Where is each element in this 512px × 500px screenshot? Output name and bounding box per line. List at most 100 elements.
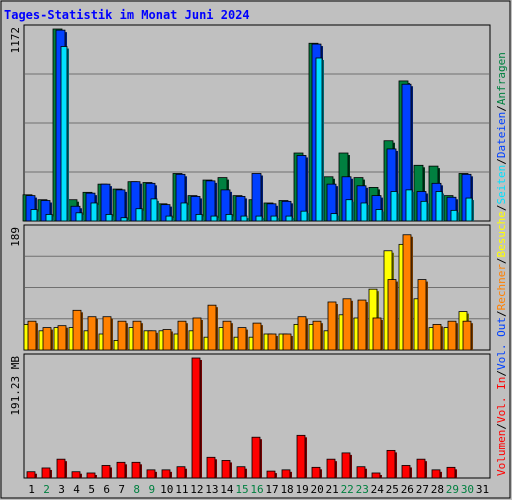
x-tick-label: 5 [88, 483, 95, 496]
x-tick-label: 2 [43, 483, 50, 496]
bar [342, 298, 352, 351]
bar [150, 198, 158, 222]
chart-legend: Volumen/Vol. In/Vol. Out/Rechner/Besuche… [495, 52, 508, 476]
bar [297, 316, 307, 351]
bar [30, 209, 38, 222]
bar [75, 212, 83, 222]
bar [90, 202, 98, 222]
x-tick-label: 15 [235, 483, 248, 496]
bar [255, 215, 263, 222]
x-tick-label: 30 [461, 483, 474, 496]
bar [191, 357, 201, 479]
legend-entry: Besuche [495, 211, 508, 257]
x-tick-label: 23 [356, 483, 369, 496]
panel-hits: 1172 [9, 24, 491, 222]
bar [176, 466, 186, 479]
bar [315, 57, 323, 222]
bar [162, 329, 172, 351]
legend-separator: / [495, 105, 508, 112]
bar [300, 210, 308, 222]
bar [251, 436, 261, 479]
bar [205, 180, 216, 222]
bar [71, 471, 81, 479]
x-tick-label: 16 [250, 483, 263, 496]
bar [160, 204, 171, 222]
x-tick-label: 8 [133, 483, 140, 496]
x-tick-label: 10 [160, 483, 173, 496]
series-volumen [26, 357, 457, 479]
bar [431, 469, 441, 479]
bar [386, 449, 396, 479]
bar [100, 183, 111, 222]
bar [175, 173, 186, 222]
bar [210, 215, 218, 222]
bar [86, 472, 96, 479]
x-tick-label: 29 [446, 483, 459, 496]
bar [26, 471, 36, 479]
x-tick-label: 17 [265, 483, 278, 496]
legend-separator: / [495, 370, 508, 377]
legend-entry: Dateien [495, 112, 508, 158]
bar [180, 202, 188, 222]
bar [225, 214, 233, 222]
x-tick-label: 12 [190, 483, 203, 496]
bar [165, 215, 173, 222]
chart-panels: 1172 189 191.23 MB [9, 24, 491, 479]
bar [120, 217, 128, 222]
bar [417, 279, 427, 351]
bar [130, 181, 141, 222]
x-tick-label: 11 [175, 483, 188, 496]
bar [40, 200, 51, 222]
x-tick-label: 1 [28, 483, 35, 496]
x-tick-label: 6 [103, 483, 110, 496]
bar [371, 472, 381, 479]
bar [462, 320, 472, 351]
bar [87, 316, 97, 351]
bar [207, 304, 217, 351]
x-tick-label: 27 [416, 483, 429, 496]
bar [147, 330, 157, 351]
bar [267, 333, 277, 351]
bar [240, 215, 248, 222]
bar [281, 469, 291, 479]
bar [435, 191, 443, 222]
bar [282, 333, 292, 351]
bar [266, 470, 276, 479]
legend-separator: / [495, 257, 508, 264]
x-tick-label: 22 [341, 483, 354, 496]
series-dateien [25, 29, 473, 222]
bar [236, 466, 246, 479]
x-tick-label: 14 [220, 483, 234, 496]
bar [56, 458, 66, 479]
bar [57, 325, 67, 351]
bar [420, 200, 428, 222]
legend-separator: / [495, 204, 508, 211]
bar [251, 173, 262, 222]
x-tick-label: 7 [118, 483, 125, 496]
bar [101, 465, 111, 479]
x-tick-label: 26 [401, 483, 414, 496]
legend-separator: / [495, 310, 508, 317]
bar [41, 467, 51, 479]
bar [252, 322, 262, 351]
bar [60, 46, 68, 222]
bar [177, 320, 187, 351]
panel-max-label: 189 [9, 227, 22, 247]
bar [72, 309, 82, 351]
bar [131, 461, 141, 479]
legend-entry: Seiten [495, 165, 508, 205]
bar [402, 234, 412, 351]
bar [416, 458, 426, 479]
x-tick-label: 4 [73, 483, 80, 496]
bar [235, 196, 246, 222]
x-tick-label: 13 [205, 483, 218, 496]
bar [42, 327, 52, 351]
bar [221, 460, 231, 479]
x-tick-label: 28 [431, 483, 444, 496]
bar [405, 189, 413, 222]
bar [270, 215, 278, 222]
bar [192, 317, 202, 351]
